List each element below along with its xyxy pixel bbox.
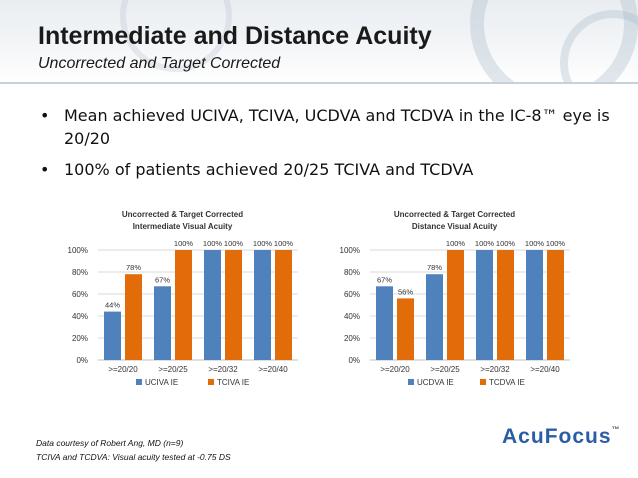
data-label: 67%: [155, 275, 170, 284]
data-label: 100%: [253, 239, 273, 248]
data-label: 100%: [274, 239, 294, 248]
footnote-method: TCIVA and TCDVA: Visual acuity tested at…: [36, 452, 231, 462]
intermediate-acuity-chart: Uncorrected & Target Corrected Intermedia…: [68, 210, 298, 387]
x-tick-label: >=20/20: [108, 365, 138, 374]
data-label: 44%: [105, 301, 120, 310]
legend-label: UCDVA IE: [417, 378, 454, 387]
bar-tcdva-ie: [447, 250, 464, 360]
chart-title: Uncorrected & Target Corrected: [122, 210, 243, 219]
bar-tciva-ie: [125, 274, 142, 360]
bar-uciva-ie: [104, 311, 121, 360]
x-tick-label: >=20/25: [430, 365, 460, 374]
data-label: 100%: [446, 239, 466, 248]
y-tick-label: 100%: [68, 246, 88, 255]
x-tick-label: >=20/32: [208, 365, 238, 374]
bar-tciva-ie: [225, 250, 242, 360]
chart-title: Intermediate Visual Acuity: [133, 222, 233, 231]
y-tick-label: 60%: [72, 290, 88, 299]
acufocus-logo: AcuFocus™: [502, 425, 621, 449]
bar-tcdva-ie: [497, 250, 514, 360]
decorative-ring: [560, 10, 638, 82]
data-label: 100%: [174, 239, 194, 248]
bar-uciva-ie: [254, 250, 271, 360]
y-tick-label: 100%: [340, 246, 360, 255]
data-label: 67%: [377, 275, 392, 284]
bar-ucdva-ie: [376, 286, 393, 360]
slide-title: Intermediate and Distance Acuity: [38, 22, 432, 50]
bullet-text: Mean achieved UCIVA, TCIVA, UCDVA and TC…: [64, 106, 610, 148]
legend-label: TCIVA IE: [217, 378, 249, 387]
data-label: 100%: [224, 239, 244, 248]
bullet-item: • 100% of patients achieved 20/25 TCIVA …: [40, 158, 610, 181]
bar-uciva-ie: [154, 286, 171, 360]
y-tick-label: 0%: [76, 356, 88, 365]
bullet-dot-icon: •: [40, 160, 50, 179]
footnote-source: Data courtesy of Robert Ang, MD (n=9): [36, 438, 184, 448]
y-tick-label: 40%: [72, 312, 88, 321]
distance-acuity-chart: Uncorrected & Target Corrected Distance V…: [340, 210, 570, 387]
y-tick-label: 60%: [344, 290, 360, 299]
bar-ucdva-ie: [526, 250, 543, 360]
legend-swatch: [480, 379, 486, 385]
x-tick-label: >=20/40: [530, 365, 560, 374]
bullet-list: • Mean achieved UCIVA, TCIVA, UCDVA and …: [40, 104, 610, 189]
bar-tciva-ie: [275, 250, 292, 360]
y-tick-label: 40%: [344, 312, 360, 321]
logo-text-focus: Focus: [544, 425, 612, 448]
legend-label: UCIVA IE: [145, 378, 178, 387]
legend-swatch: [408, 379, 414, 385]
data-label: 100%: [203, 239, 223, 248]
data-label: 100%: [496, 239, 516, 248]
logo-trademark: ™: [611, 425, 621, 434]
bar-tcdva-ie: [397, 298, 414, 360]
data-label: 78%: [126, 263, 141, 272]
bullet-dot-icon: •: [40, 106, 50, 125]
bar-ucdva-ie: [426, 274, 443, 360]
y-tick-label: 80%: [72, 268, 88, 277]
bar-uciva-ie: [204, 250, 221, 360]
header-divider: [0, 82, 638, 84]
data-label: 78%: [427, 263, 442, 272]
data-label: 100%: [525, 239, 545, 248]
y-tick-label: 20%: [344, 334, 360, 343]
data-label: 100%: [475, 239, 495, 248]
chart-title: Distance Visual Acuity: [412, 222, 498, 231]
bullet-text: 100% of patients achieved 20/25 TCIVA an…: [64, 160, 474, 179]
data-label: 100%: [546, 239, 566, 248]
chart-title: Uncorrected & Target Corrected: [394, 210, 515, 219]
bar-ucdva-ie: [476, 250, 493, 360]
bar-tciva-ie: [175, 250, 192, 360]
slide-subtitle: Uncorrected and Target Corrected: [38, 55, 281, 72]
x-tick-label: >=20/20: [380, 365, 410, 374]
legend-label: TCDVA IE: [489, 378, 525, 387]
legend-swatch: [208, 379, 214, 385]
bar-tcdva-ie: [547, 250, 564, 360]
x-tick-label: >=20/32: [480, 365, 510, 374]
logo-text-acu: Acu: [502, 425, 545, 448]
header-band: [0, 0, 638, 82]
legend-swatch: [136, 379, 142, 385]
bullet-item: • Mean achieved UCIVA, TCIVA, UCDVA and …: [40, 104, 610, 150]
x-tick-label: >=20/40: [258, 365, 288, 374]
x-tick-label: >=20/25: [158, 365, 188, 374]
data-label: 56%: [398, 287, 413, 296]
y-tick-label: 0%: [348, 356, 360, 365]
y-tick-label: 20%: [72, 334, 88, 343]
y-tick-label: 80%: [344, 268, 360, 277]
